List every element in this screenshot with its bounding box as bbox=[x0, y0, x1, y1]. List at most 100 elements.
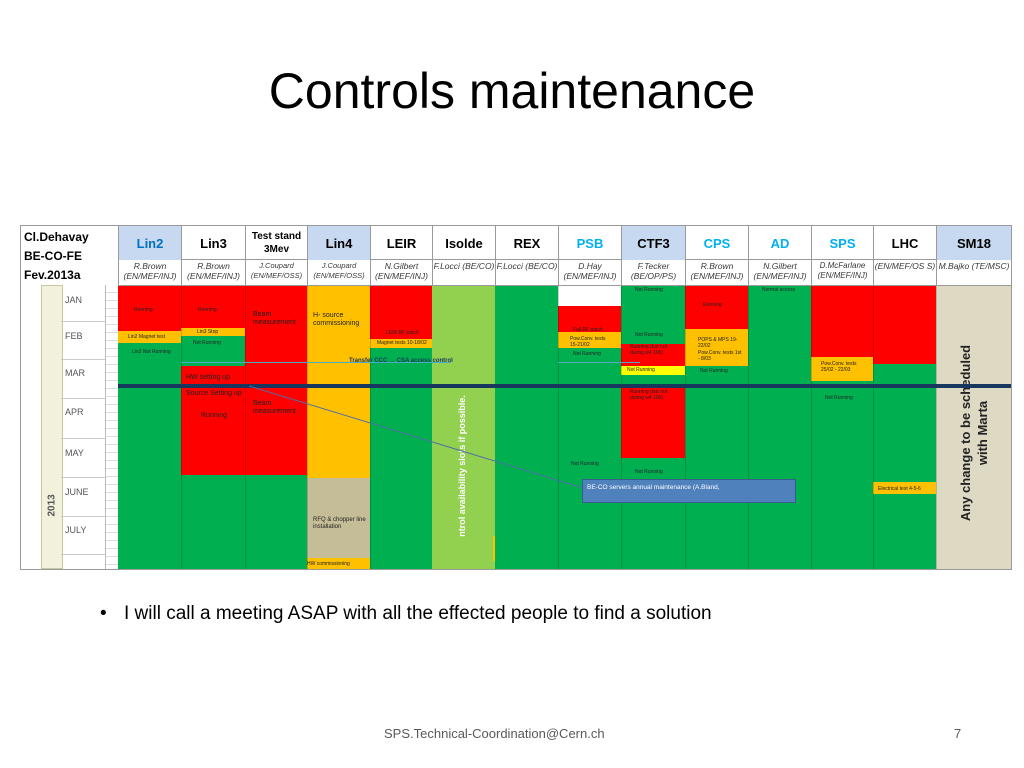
col-header-test-stand: Test stand 3Mev bbox=[245, 226, 307, 260]
month-divider bbox=[61, 477, 119, 478]
lin4-hw-note: HW commissioning bbox=[307, 561, 350, 567]
col-divider bbox=[685, 286, 686, 569]
lin2-magnet-note: Lin2 Magnet test bbox=[128, 334, 165, 340]
col-divider bbox=[181, 286, 182, 569]
month-feb: FEB bbox=[65, 331, 83, 341]
col-header-psb: PSB bbox=[558, 226, 621, 260]
col-resp-isolde: F.Locci (BE/CO) bbox=[432, 260, 495, 285]
col-header-lin4: Lin4 bbox=[307, 226, 370, 260]
sps-not-running-note: Not Running bbox=[825, 395, 853, 401]
col-header-isolde: Isolde bbox=[432, 226, 495, 260]
leir-dp-note: LEIR RF patch bbox=[386, 330, 419, 336]
teststand-green-block bbox=[245, 475, 307, 569]
page-number: 7 bbox=[954, 726, 962, 741]
ctf3-running-note-1: Running (but not during w4 10h) bbox=[630, 344, 667, 356]
ctf3-running-note-2: Running (but not during w4 10h) bbox=[630, 389, 667, 401]
lin4-rfq-note: RFQ & chopper line installation bbox=[313, 517, 366, 530]
col-resp-leir: N.Gilbert (EN/MEF/INJ) bbox=[370, 260, 432, 285]
ctf3-not-running-note-3: Not Running bbox=[635, 469, 663, 475]
connector-line bbox=[248, 385, 584, 489]
ctf3-green-block-top bbox=[621, 286, 685, 344]
ctf3-red-block-2 bbox=[621, 385, 685, 458]
col-resp-cps: R.Brown (EN/MEF/INJ) bbox=[685, 260, 748, 285]
sps-pow-block bbox=[811, 357, 873, 381]
lin3-stop-note: Lin3 Stop bbox=[197, 329, 219, 335]
month-june: JUNE bbox=[65, 487, 89, 497]
col-divider bbox=[811, 286, 812, 569]
month-divider bbox=[61, 359, 119, 360]
ctf3-not-running-top-note: Not Running bbox=[635, 287, 663, 293]
lin3-source-note: Source Setting up bbox=[186, 390, 242, 397]
teststand-red-block-1 bbox=[245, 286, 307, 391]
ad-normal-note: Normal access bbox=[762, 287, 796, 293]
month-mar: MAR bbox=[65, 368, 85, 378]
col-header-cps: CPS bbox=[685, 226, 748, 260]
col-header-lin3: Lin3 bbox=[181, 226, 245, 260]
lin2-green-block bbox=[118, 343, 181, 569]
col-resp-lhc: (EN/MEF/OS S) bbox=[873, 260, 936, 285]
col-resp-psb: D.Hay (EN/MEF/INJ) bbox=[558, 260, 621, 285]
ctf3-not-running-note-2: Not Running bbox=[627, 367, 655, 373]
slide-title: Controls maintenance bbox=[268, 63, 756, 119]
col-divider bbox=[936, 286, 937, 569]
lin3-green-block bbox=[181, 475, 245, 569]
lin3-stop-block bbox=[181, 328, 245, 336]
header-row bbox=[118, 226, 1011, 260]
owner-line-1: Cl.Dehavay bbox=[24, 230, 89, 244]
servers-maintenance-note: BE-CO servers annual maintenance (A.Blan… bbox=[587, 484, 720, 491]
sps-red-block bbox=[811, 286, 873, 357]
ctf3-yellow-block bbox=[621, 366, 685, 375]
col-divider bbox=[307, 286, 308, 569]
sps-green-block bbox=[811, 381, 873, 569]
lin4-hw-block bbox=[307, 558, 370, 569]
month-apr: APR bbox=[65, 407, 84, 417]
lhc-green-block bbox=[873, 364, 936, 482]
leir-magnet-block bbox=[370, 339, 432, 348]
owner-line-3: Fev.2013a bbox=[24, 268, 81, 282]
isolde-orange-mark bbox=[493, 536, 496, 561]
lin4-orange-block bbox=[307, 286, 370, 478]
psb-not-running-note-2: Not Running bbox=[571, 461, 599, 467]
lin3-hw-note: HW setting up bbox=[186, 374, 230, 381]
leir-red-block bbox=[370, 286, 432, 339]
psb-not-running-note: Not Running bbox=[573, 351, 601, 357]
cps-orange-block bbox=[685, 329, 748, 366]
lin3-not-running-block bbox=[181, 336, 245, 366]
col-resp-rex: F.Locci (BE/CO) bbox=[495, 260, 558, 285]
isolde-block bbox=[432, 286, 495, 569]
col-header-lin2: Lin2 bbox=[118, 226, 181, 260]
lhc-red-block bbox=[873, 286, 936, 364]
lhc-green-block-2 bbox=[873, 494, 936, 569]
sm18-block bbox=[936, 286, 1011, 569]
week-column bbox=[105, 285, 119, 569]
col-divider bbox=[873, 286, 874, 569]
col-resp-lin4: J.Coupard (EN/MEF/OSS) bbox=[307, 260, 370, 285]
rex-block bbox=[495, 286, 558, 569]
col-resp-test-stand: J.Coupard (EN/MEF/OSS) bbox=[245, 260, 307, 285]
sps-pow-note: Pow.Conv. tests 25/02 - 22/03 bbox=[821, 361, 857, 373]
today-line bbox=[118, 384, 1011, 388]
month-divider bbox=[61, 516, 119, 517]
ctf3-green-block-bottom bbox=[621, 458, 685, 569]
col-divider bbox=[621, 286, 622, 569]
col-header-ad: AD bbox=[748, 226, 811, 260]
col-divider bbox=[370, 286, 371, 569]
teststand-beam-note-1: Beam measurement bbox=[253, 311, 296, 326]
col-resp-sm18: M.Bajko (TE/MSC) bbox=[936, 260, 1011, 285]
ctf3-not-running-note: Not Running bbox=[635, 332, 663, 338]
col-header-ctf3: CTF3 bbox=[621, 226, 685, 260]
col-divider bbox=[558, 286, 559, 569]
psb-pow-block bbox=[558, 332, 621, 348]
teststand-red-block-2 bbox=[245, 391, 307, 475]
month-divider bbox=[61, 398, 119, 399]
bullet-text: I will call a meeting ASAP with all the … bbox=[124, 603, 712, 624]
col-resp-sps: D.McFarlane (EN/MEF/INJ) bbox=[811, 260, 873, 285]
month-may: MAY bbox=[65, 448, 84, 458]
col-resp-lin3: R.Brown (EN/MEF/INJ) bbox=[181, 260, 245, 285]
date-panel bbox=[21, 285, 118, 569]
col-header-leir: LEIR bbox=[370, 226, 432, 260]
transfer-line-right bbox=[558, 362, 640, 363]
lin4-tan-block bbox=[307, 478, 370, 558]
maintenance-schedule: Cl.Dehavay BE-CO-FE Fev.2013a 2013 JAN F… bbox=[20, 225, 1012, 570]
lin3-running-top-note: Running bbox=[198, 307, 217, 313]
